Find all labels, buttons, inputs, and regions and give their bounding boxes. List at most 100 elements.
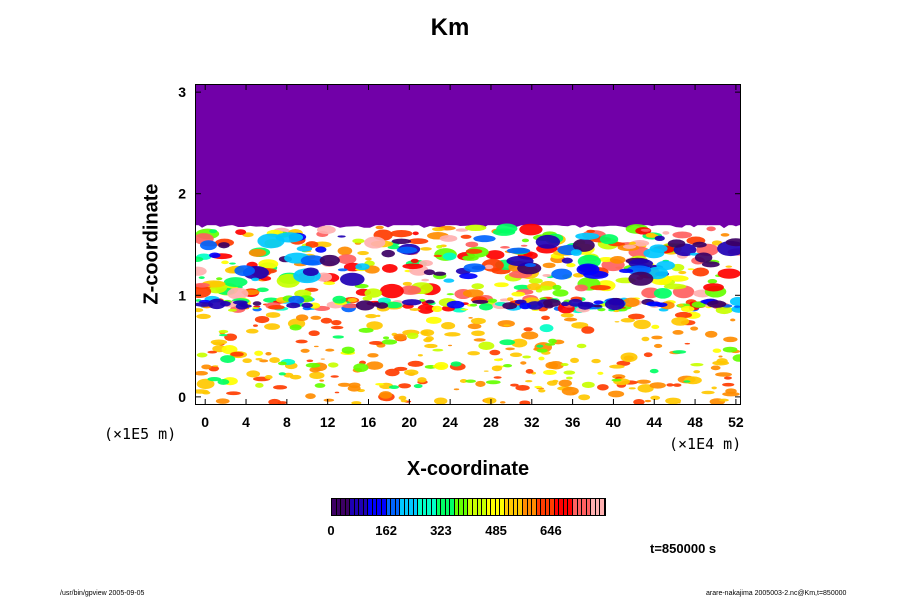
field-cell <box>608 390 625 398</box>
field-cell <box>691 301 706 308</box>
field-cell <box>687 268 695 271</box>
colorbar-cell <box>404 499 410 515</box>
field-cell <box>653 287 672 299</box>
colorbar-cell <box>350 499 355 515</box>
field-cell <box>269 357 280 364</box>
colorbar-cell <box>359 499 364 515</box>
field-cell <box>586 229 596 234</box>
colorbar-cell <box>482 499 487 515</box>
colorbar-cell <box>418 499 423 515</box>
field-cell <box>500 246 510 249</box>
field-cell <box>258 259 279 269</box>
uniform-layer <box>196 85 740 226</box>
field-cell <box>404 369 419 376</box>
field-cell <box>410 258 419 263</box>
field-cell <box>707 300 727 308</box>
field-cell <box>196 256 204 262</box>
field-cell <box>538 356 545 361</box>
field-cell <box>526 301 544 310</box>
field-cell <box>542 273 552 277</box>
field-cell <box>622 244 637 249</box>
field-cell <box>543 298 561 307</box>
field-cell <box>375 302 389 309</box>
field-cell <box>432 348 444 352</box>
field-cell <box>379 391 393 399</box>
field-cell <box>365 361 384 370</box>
field-cell <box>519 223 543 236</box>
field-cell <box>715 372 732 377</box>
field-cell <box>465 241 479 248</box>
field-cell <box>364 288 382 298</box>
field-cell <box>425 316 442 324</box>
field-cell <box>216 277 223 281</box>
field-cell <box>337 235 346 238</box>
field-cell <box>701 390 715 395</box>
field-cell <box>382 336 390 340</box>
field-cell <box>337 268 348 272</box>
field-cell <box>485 250 505 260</box>
field-cell <box>252 307 260 310</box>
field-cell <box>627 313 645 320</box>
field-cell <box>730 318 736 322</box>
field-cell <box>536 348 548 353</box>
colorbar-cell <box>513 499 519 515</box>
field-cell <box>720 233 730 237</box>
y-tick-label: 3 <box>178 84 186 100</box>
field-cell <box>227 308 237 312</box>
field-cell <box>254 315 270 324</box>
field-cell <box>394 366 408 371</box>
field-cell <box>256 287 269 293</box>
field-cell <box>581 326 595 334</box>
field-cell <box>444 332 461 337</box>
field-cell <box>643 352 653 358</box>
field-cell <box>674 311 693 319</box>
field-cell <box>305 393 316 399</box>
field-cell <box>355 300 375 311</box>
field-cell <box>692 267 710 277</box>
colorbar-cell <box>422 499 428 515</box>
field-cell <box>407 360 424 367</box>
field-cell <box>499 339 516 346</box>
field-cell <box>365 257 372 261</box>
field-cell <box>551 268 573 280</box>
x-tick-label: 24 <box>442 414 458 430</box>
field-cell <box>465 379 476 383</box>
field-cell <box>574 284 588 292</box>
field-cell <box>497 320 515 328</box>
field-cell <box>711 386 717 390</box>
field-cell <box>565 376 573 380</box>
field-cell <box>421 330 429 335</box>
field-cell <box>563 317 578 322</box>
field-cell <box>296 245 313 252</box>
field-cell <box>251 277 260 282</box>
field-cell <box>672 350 687 354</box>
field-cell <box>385 368 400 377</box>
x-tick-label: 32 <box>524 414 540 430</box>
field-cell <box>398 395 407 401</box>
field-cell <box>732 354 740 362</box>
field-cell <box>446 300 465 309</box>
colorbar-cell <box>372 499 378 515</box>
colorbar-cell <box>409 499 414 515</box>
field-cell <box>331 319 342 326</box>
field-cell <box>578 394 591 401</box>
field-cell <box>723 376 732 380</box>
colorbar-tick-label: 162 <box>375 523 397 538</box>
field-cell <box>300 255 326 266</box>
field-cell <box>511 291 526 297</box>
field-cell <box>433 254 443 258</box>
field-cell <box>201 364 212 370</box>
field-cell <box>604 298 625 311</box>
field-cell <box>196 389 209 394</box>
field-cell <box>692 241 707 248</box>
field-cell <box>506 247 531 254</box>
field-cell <box>376 314 381 318</box>
field-cell <box>268 398 281 404</box>
field-cell <box>684 342 691 345</box>
field-cell <box>503 324 510 327</box>
field-cell <box>707 279 718 284</box>
field-cell <box>506 255 534 267</box>
field-cell <box>433 271 447 276</box>
field-cell <box>534 385 542 389</box>
field-cell <box>330 375 339 378</box>
